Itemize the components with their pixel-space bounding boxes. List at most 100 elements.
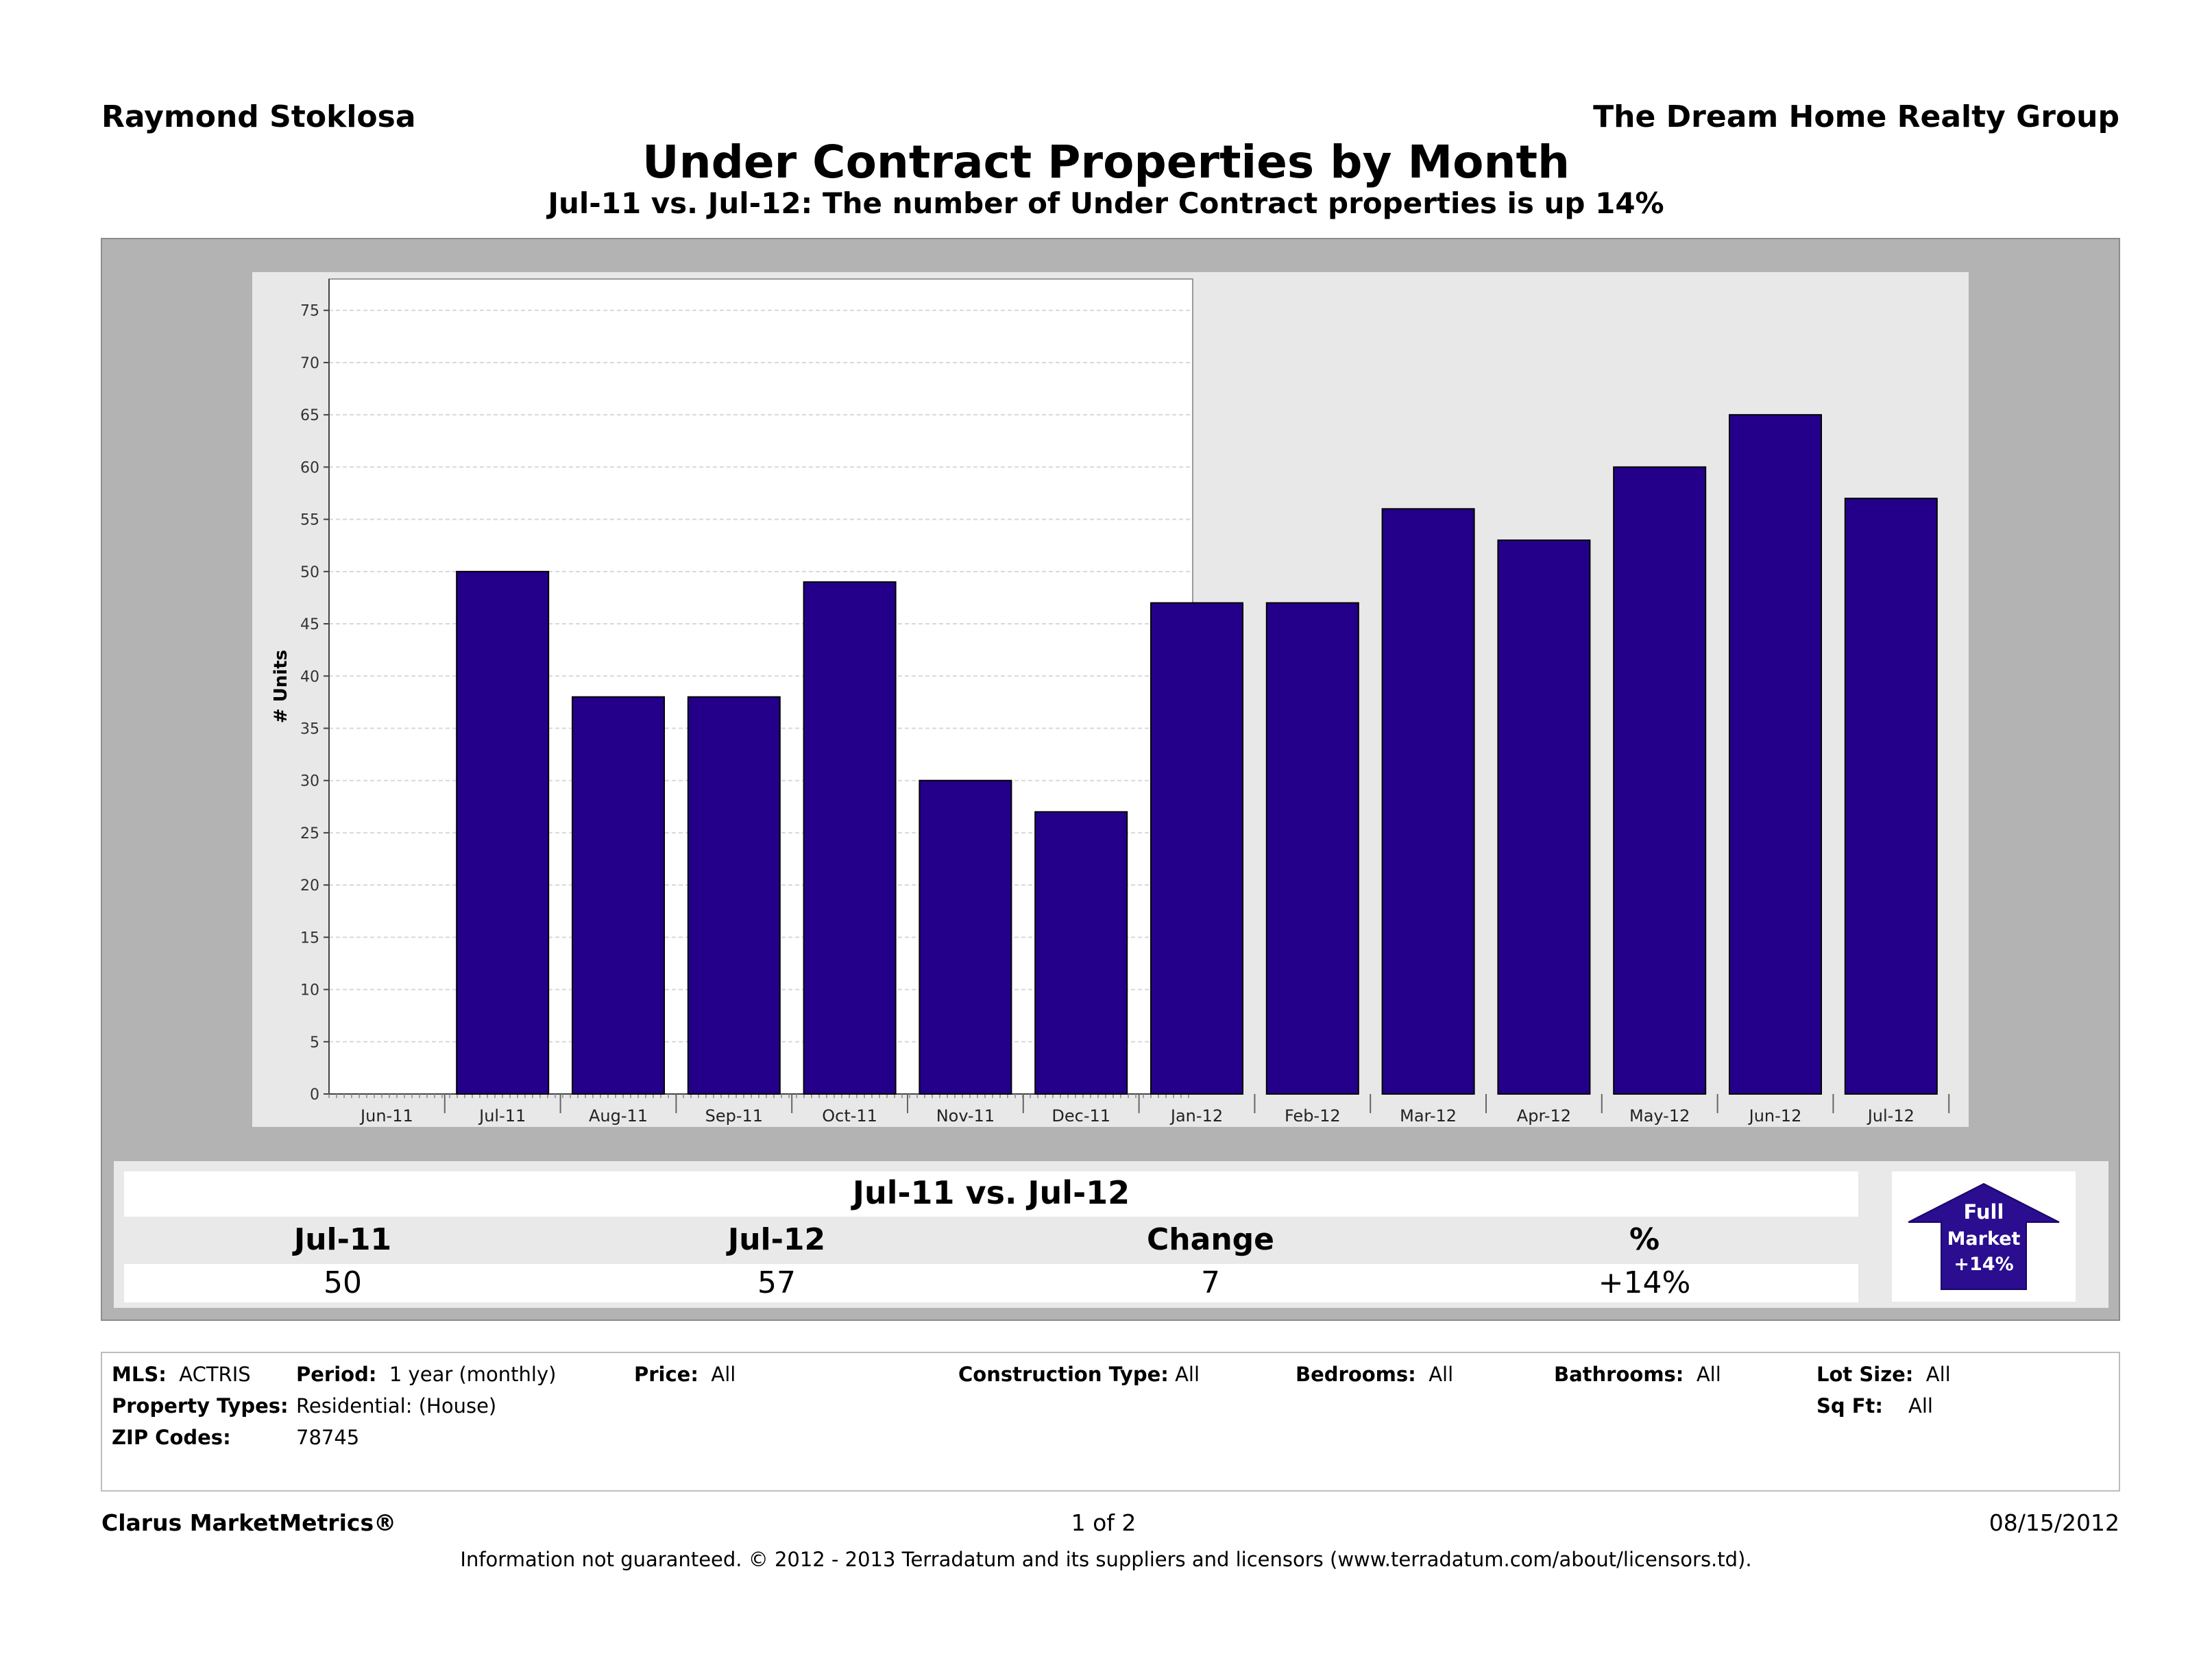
criteria-period-value: 1 year (monthly) <box>389 1363 557 1386</box>
bar <box>572 696 665 1095</box>
x-tick-label: Nov-11 <box>936 1106 995 1126</box>
y-tick-label: 45 <box>300 616 319 633</box>
chart-title: Under Contract Properties by Month <box>642 136 1570 189</box>
y-tick-label: 15 <box>300 929 319 947</box>
bar <box>1613 466 1707 1095</box>
criteria-price: Price: All <box>634 1363 736 1386</box>
bar <box>456 570 550 1095</box>
criteria-lot-value: All <box>1925 1363 1951 1386</box>
criteria-sqft-label: Sq Ft: <box>1816 1394 1884 1418</box>
bar <box>687 696 781 1095</box>
y-tick-label: 65 <box>300 407 319 424</box>
y-tick-label: 10 <box>300 982 319 999</box>
x-tick-label: Dec-11 <box>1052 1106 1110 1126</box>
y-tick-label: 70 <box>300 355 319 372</box>
footer-date: 08/15/2012 <box>1989 1509 2119 1536</box>
footer-brand: Clarus MarketMetrics® <box>101 1509 397 1536</box>
criteria-zip-value: 78745 <box>296 1426 360 1449</box>
x-tick-label: Jan-12 <box>1169 1106 1223 1126</box>
criteria-bedrooms-value: All <box>1429 1363 1454 1386</box>
x-tick-label: Mar-12 <box>1400 1106 1457 1126</box>
y-axis-label: # Units <box>271 650 291 723</box>
criteria-ptypes-value: Residential: (House) <box>296 1394 497 1418</box>
criteria-price-label: Price: <box>634 1363 698 1386</box>
bar <box>1265 602 1359 1095</box>
criteria-period: Period: 1 year (monthly) <box>296 1363 556 1386</box>
bar <box>1497 539 1591 1095</box>
x-tick-label: Jun-11 <box>359 1106 413 1126</box>
x-tick-label: Jun-12 <box>1748 1106 1802 1126</box>
chart-panel: 0 5 10 15 20 25 30 35 40 45 50 55 60 65 70 75 # Units Jun… <box>252 272 1969 1127</box>
criteria-mls-label: MLS: <box>112 1363 167 1386</box>
x-tick-label: Aug-11 <box>589 1106 648 1126</box>
summary-value-change: 7 <box>1201 1265 1220 1300</box>
badge-line-1: Full <box>1964 1200 2004 1224</box>
bar <box>803 581 897 1095</box>
criteria-zip-label-wrap: ZIP Codes: <box>112 1426 231 1449</box>
criteria-box <box>101 1352 2120 1492</box>
y-tick-label: 35 <box>300 720 319 738</box>
criteria-mls: MLS: ACTRIS <box>112 1363 251 1386</box>
criteria-construction-label: Construction Type: <box>958 1363 1169 1386</box>
summary-values-band <box>124 1264 1858 1302</box>
summary-header-percent: % <box>1629 1222 1660 1257</box>
x-tick-label: Jul-11 <box>478 1106 526 1126</box>
agent-name: Raymond Stoklosa <box>101 99 416 134</box>
y-tick-label: 0 <box>310 1086 319 1104</box>
footer-page-number: 1 of 2 <box>1071 1509 1137 1536</box>
x-tick-label: Apr-12 <box>1517 1106 1571 1126</box>
company-name: The Dream Home Realty Group <box>1593 99 2119 134</box>
criteria-price-value: All <box>711 1363 736 1386</box>
summary-header-change: Change <box>1147 1222 1274 1257</box>
criteria-bathrooms-label: Bathrooms: <box>1554 1363 1684 1386</box>
y-tick-label: 55 <box>300 512 319 529</box>
x-tick-label: Sep-11 <box>705 1106 763 1126</box>
bar <box>1729 414 1822 1095</box>
badge-line-2: Market <box>1947 1228 2021 1250</box>
criteria-lot-size: Lot Size: All <box>1816 1363 1951 1386</box>
y-tick-label: 60 <box>300 459 319 476</box>
x-tick-label: May-12 <box>1629 1106 1690 1126</box>
criteria-ptypes-label: Property Types: <box>112 1394 289 1418</box>
x-tick-label: Feb-12 <box>1285 1106 1341 1126</box>
criteria-bedrooms-label: Bedrooms: <box>1296 1363 1416 1386</box>
y-tick-label: 25 <box>300 825 319 842</box>
y-tick-label: 40 <box>300 668 319 685</box>
summary-value-percent: +14% <box>1598 1265 1691 1300</box>
summary-header-jul12: Jul-12 <box>727 1222 826 1257</box>
footer-disclaimer: Information not guaranteed. © 2012 - 201… <box>460 1548 1752 1571</box>
y-tick-label: 5 <box>310 1034 319 1051</box>
criteria-sqft-label-wrap: Sq Ft: <box>1816 1394 1883 1418</box>
badge-line-3: +14% <box>1954 1254 2013 1275</box>
bar <box>1844 498 1938 1095</box>
criteria-property-types-label-wrap: Property Types: <box>112 1394 289 1418</box>
criteria-bedrooms: Bedrooms: All <box>1296 1363 1453 1386</box>
x-tick-label: Jul-12 <box>1867 1106 1915 1126</box>
criteria-bathrooms: Bathrooms: All <box>1554 1363 1721 1386</box>
bar-chart: 0 5 10 15 20 25 30 35 40 45 50 55 60 65 70 75 # Units Jun… <box>271 278 1950 1126</box>
summary-title-band <box>124 1171 1858 1217</box>
criteria-mls-value: ACTRIS <box>179 1363 251 1386</box>
bar <box>1034 811 1128 1095</box>
criteria-lot-label: Lot Size: <box>1816 1363 1914 1386</box>
up-arrow-icon: Full Market +14% <box>1908 1182 2060 1290</box>
criteria-bathrooms-value: All <box>1696 1363 1721 1386</box>
criteria-sqft-value: All <box>1908 1394 1933 1418</box>
y-tick-label: 20 <box>300 877 319 895</box>
bar <box>1381 508 1475 1095</box>
criteria-zip-label: ZIP Codes: <box>112 1426 231 1449</box>
bar <box>1150 602 1243 1095</box>
y-tick-label: 75 <box>300 303 319 320</box>
y-tick-label: 30 <box>300 773 319 790</box>
summary-value-jul12: 57 <box>757 1265 796 1300</box>
y-tick-label: 50 <box>300 564 319 581</box>
criteria-construction-value: All <box>1175 1363 1200 1386</box>
criteria-period-label: Period: <box>296 1363 377 1386</box>
x-tick-label: Oct-11 <box>822 1106 877 1126</box>
summary-header-jul11: Jul-11 <box>293 1222 392 1257</box>
bar <box>919 779 1012 1095</box>
summary-value-jul11: 50 <box>324 1265 362 1300</box>
criteria-construction: Construction Type: All <box>958 1363 1200 1386</box>
summary-title: Jul-11 vs. Jul-12 <box>852 1174 1130 1211</box>
chart-subtitle: Jul-11 vs. Jul-12: The number of Under C… <box>548 186 1664 220</box>
